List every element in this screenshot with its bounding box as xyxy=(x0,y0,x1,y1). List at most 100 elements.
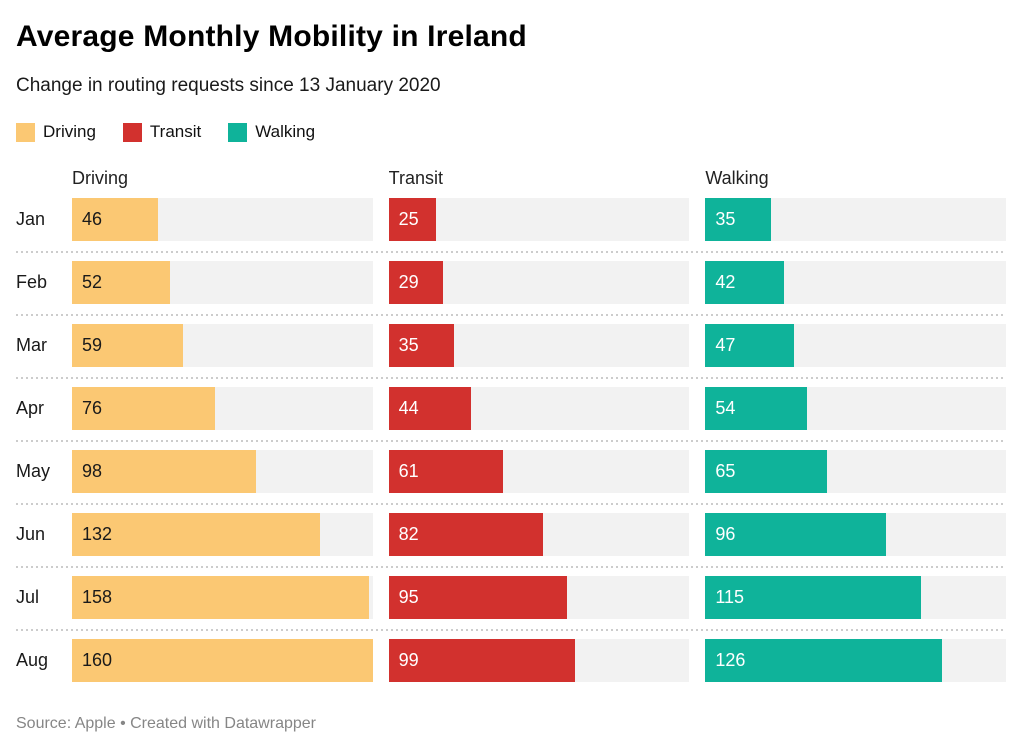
bar-value-label: 76 xyxy=(82,398,103,418)
bar-walking: 42 xyxy=(705,261,785,304)
bar-transit: 95 xyxy=(388,576,568,619)
bar-driving: 76 xyxy=(72,387,215,430)
bar-value-label: 47 xyxy=(715,335,736,355)
row-separator xyxy=(16,503,1006,505)
legend-label-driving: Driving xyxy=(43,122,96,141)
month-row-jun: Jun 132 82 96 xyxy=(16,513,1006,556)
bar-track-transit: 95 xyxy=(388,576,690,619)
bar-transit: 82 xyxy=(388,513,543,556)
bar-value-label: 44 xyxy=(398,398,419,418)
bar-value-label: 132 xyxy=(82,524,113,544)
month-row-mar: Mar 59 35 47 xyxy=(16,324,1006,367)
bar-track-walking: 42 xyxy=(705,261,1006,304)
bar-track-driving: 160 xyxy=(72,639,373,682)
bar-walking: 126 xyxy=(705,639,943,682)
bar-transit: 61 xyxy=(388,450,504,493)
bar-walking: 35 xyxy=(705,198,772,241)
bar-walking: 96 xyxy=(705,513,886,556)
bar-transit: 29 xyxy=(388,261,444,304)
bar-track-walking: 54 xyxy=(705,387,1006,430)
bar-track-walking: 65 xyxy=(705,450,1006,493)
legend-item-transit: Transit xyxy=(122,122,202,142)
bar-walking: 54 xyxy=(705,387,807,430)
legend-label-transit: Transit xyxy=(149,122,202,141)
bar-value-label: 82 xyxy=(398,524,419,544)
bar-track-walking: 126 xyxy=(705,639,1006,682)
column-header-transit: Transit xyxy=(388,168,443,188)
column-header-walking: Walking xyxy=(705,168,769,188)
row-separator xyxy=(16,566,1006,568)
bar-value-label: 158 xyxy=(82,587,113,607)
month-label: Apr xyxy=(16,398,45,418)
legend-label-walking: Walking xyxy=(255,122,316,141)
row-separator xyxy=(16,314,1006,316)
month-row-may: May 98 61 65 xyxy=(16,450,1006,493)
row-separator xyxy=(16,629,1006,631)
row-separator xyxy=(16,440,1006,442)
bar-value-label: 29 xyxy=(398,272,419,292)
bar-walking: 47 xyxy=(705,324,794,367)
bar-driving: 158 xyxy=(72,576,369,619)
bar-track-walking: 47 xyxy=(705,324,1006,367)
bar-transit: 25 xyxy=(388,198,436,241)
legend-swatch-transit xyxy=(122,122,142,142)
bar-track-driving: 98 xyxy=(72,450,373,493)
bar-track-transit: 82 xyxy=(388,513,690,556)
row-separator xyxy=(16,377,1006,379)
bar-value-label: 46 xyxy=(82,209,103,229)
bar-value-label: 115 xyxy=(715,587,745,607)
bar-value-label: 59 xyxy=(82,335,103,355)
bar-track-transit: 29 xyxy=(388,261,690,304)
month-label: May xyxy=(16,461,51,481)
month-label: Jul xyxy=(16,587,40,607)
bar-walking: 115 xyxy=(705,576,922,619)
bar-value-label: 98 xyxy=(82,461,103,481)
bar-track-transit: 61 xyxy=(388,450,690,493)
bar-value-label: 35 xyxy=(398,335,419,355)
bar-track-driving: 132 xyxy=(72,513,373,556)
legend-item-walking: Walking xyxy=(228,122,315,142)
bar-track-transit: 44 xyxy=(388,387,690,430)
bar-value-label: 96 xyxy=(715,524,736,544)
bar-track-driving: 59 xyxy=(72,324,373,367)
bar-walking: 65 xyxy=(705,450,828,493)
legend-item-driving: Driving xyxy=(16,122,96,142)
bar-driving: 132 xyxy=(72,513,321,556)
bar-track-transit: 25 xyxy=(388,198,690,241)
legend: Driving Transit Walking xyxy=(16,122,1006,142)
bar-transit: 99 xyxy=(388,639,575,682)
legend-swatch-walking xyxy=(228,122,248,142)
month-row-jan: Jan 46 25 35 xyxy=(16,198,1006,241)
bar-track-driving: 158 xyxy=(72,576,373,619)
bar-value-label: 99 xyxy=(398,650,419,670)
bar-track-walking: 35 xyxy=(705,198,1006,241)
bar-transit: 44 xyxy=(388,387,472,430)
bar-driving: 160 xyxy=(72,639,373,682)
bar-value-label: 54 xyxy=(715,398,736,418)
month-label: Jun xyxy=(16,524,46,544)
bar-value-label: 52 xyxy=(82,272,103,292)
month-label: Aug xyxy=(16,650,49,670)
bar-track-driving: 46 xyxy=(72,198,373,241)
chart-subtitle: Change in routing requests since 13 Janu… xyxy=(16,75,441,96)
bar-track-transit: 35 xyxy=(388,324,690,367)
column-headers: Driving Transit Walking xyxy=(16,168,1006,189)
bar-value-label: 95 xyxy=(398,587,419,607)
bar-value-label: 160 xyxy=(82,650,113,670)
month-row-feb: Feb 52 29 42 xyxy=(16,261,1006,304)
month-label: Jan xyxy=(16,209,46,229)
bar-track-walking: 96 xyxy=(705,513,1006,556)
month-label: Mar xyxy=(16,335,47,355)
chart-rows: Jan 46 25 35 Feb 52 29 42 Mar 59 35 47 Apr 76 44 54 May 9… xyxy=(16,198,1006,682)
month-label: Feb xyxy=(16,272,48,292)
bar-driving: 46 xyxy=(72,198,159,241)
bar-value-label: 35 xyxy=(715,209,736,229)
source-note: Source: Apple • Created with Datawrapper xyxy=(16,715,316,732)
legend-swatch-driving xyxy=(16,122,35,142)
bar-value-label: 42 xyxy=(715,272,736,292)
bar-value-label: 126 xyxy=(715,650,746,670)
bar-driving: 98 xyxy=(72,450,257,493)
bar-value-label: 25 xyxy=(398,209,419,229)
bar-track-walking: 115 xyxy=(705,576,1006,619)
